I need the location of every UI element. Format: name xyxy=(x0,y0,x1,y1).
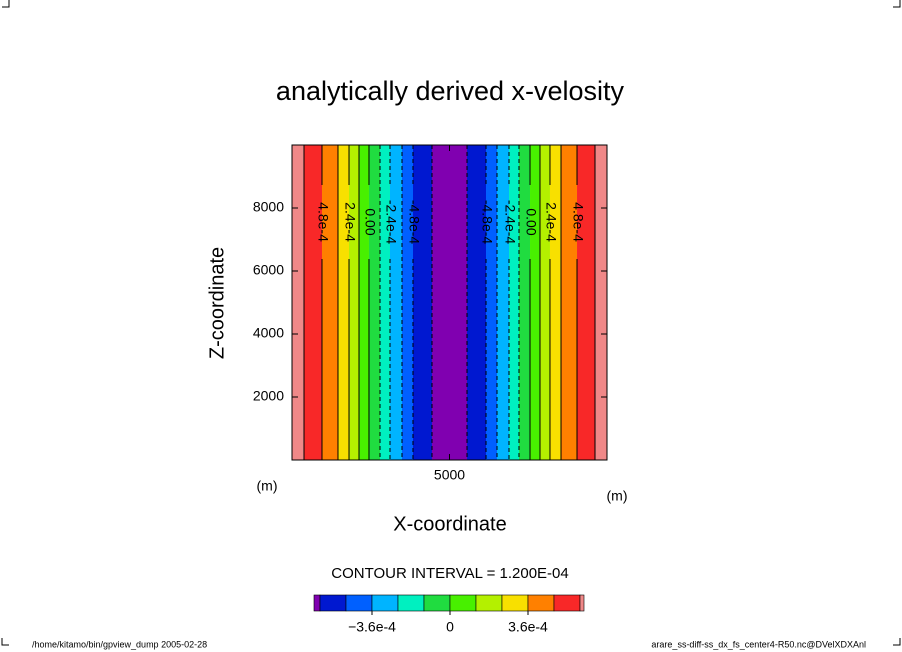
contour-label: -4.8e-4 xyxy=(479,200,495,245)
contour-band xyxy=(561,145,578,460)
contour-band xyxy=(486,145,498,460)
colorbar-box xyxy=(319,594,347,612)
corner-mark xyxy=(893,0,901,8)
contour-label: 4.8e-4 xyxy=(570,202,586,242)
contour-band xyxy=(412,145,432,460)
contour-band xyxy=(549,145,562,460)
contour-band xyxy=(292,145,305,460)
contour-band xyxy=(518,145,531,460)
footer-left: /home/kitamo/bin/gpview_dump 2005-02-28 xyxy=(32,639,207,649)
corner-mark xyxy=(1,638,9,646)
colorbar-box xyxy=(449,594,477,612)
contour-band xyxy=(467,145,487,460)
footer-right: arare_ss-diff-ss_dx_fs_center4-R50.nc@DV… xyxy=(651,639,866,649)
y-tick-label: 6000 xyxy=(253,262,284,278)
colorbar-box xyxy=(501,594,529,612)
colorbar-box xyxy=(423,594,451,612)
y-axis-unit: (m) xyxy=(257,478,278,494)
y-tick-label: 2000 xyxy=(253,388,284,404)
x-tick-label: 5000 xyxy=(434,467,465,483)
contour-label: 4.8e-4 xyxy=(315,202,331,242)
colorbar-box xyxy=(397,594,425,612)
colorbar-tick-label: −3.6e-4 xyxy=(348,619,396,635)
colorbar-box xyxy=(475,594,503,612)
contour-band xyxy=(594,145,607,460)
colorbar-box xyxy=(345,594,373,612)
colorbar-box xyxy=(527,594,555,612)
contour-band xyxy=(304,145,322,460)
contour-band xyxy=(530,145,540,460)
contour-band xyxy=(359,145,369,460)
colorbar-box xyxy=(553,594,581,612)
y-tick-label: 8000 xyxy=(253,199,284,215)
chart-title: analytically derived x-velosity xyxy=(276,76,625,106)
contour-band xyxy=(431,145,468,460)
contour-label: 0.00 xyxy=(523,208,539,235)
contour-label: 2.4e-4 xyxy=(543,202,559,242)
colorbar-tick-label: 0 xyxy=(446,619,454,635)
y-tick-label: 4000 xyxy=(253,325,284,341)
contour-band xyxy=(368,145,381,460)
y-axis-label: Z-coordinate xyxy=(206,247,228,359)
colorbar-box xyxy=(371,594,399,612)
colorbar-tick-label: 3.6e-4 xyxy=(508,619,548,635)
contour-band xyxy=(389,145,402,460)
colorbar-box xyxy=(579,594,585,612)
contour-band xyxy=(539,145,550,460)
x-axis-unit: (m) xyxy=(607,488,628,504)
contour-band xyxy=(337,145,350,460)
contour-band xyxy=(509,145,519,460)
contour-band xyxy=(321,145,338,460)
contour-band xyxy=(380,145,390,460)
corner-mark xyxy=(893,638,901,646)
contour-band xyxy=(401,145,413,460)
contour-band xyxy=(497,145,510,460)
contour-label: -2.4e-4 xyxy=(383,200,399,245)
contour-label: -4.8e-4 xyxy=(406,200,422,245)
x-axis-label: X-coordinate xyxy=(393,513,506,535)
colorbar-box xyxy=(313,594,321,612)
contour-interval: CONTOUR INTERVAL = 1.200E-04 xyxy=(331,565,568,582)
contour-label: -2.4e-4 xyxy=(502,200,518,245)
contour-label: 0.00 xyxy=(362,208,378,235)
corner-mark xyxy=(2,0,10,8)
contour-band xyxy=(577,145,595,460)
contour-band xyxy=(349,145,360,460)
contour-label: 2.4e-4 xyxy=(342,202,358,242)
